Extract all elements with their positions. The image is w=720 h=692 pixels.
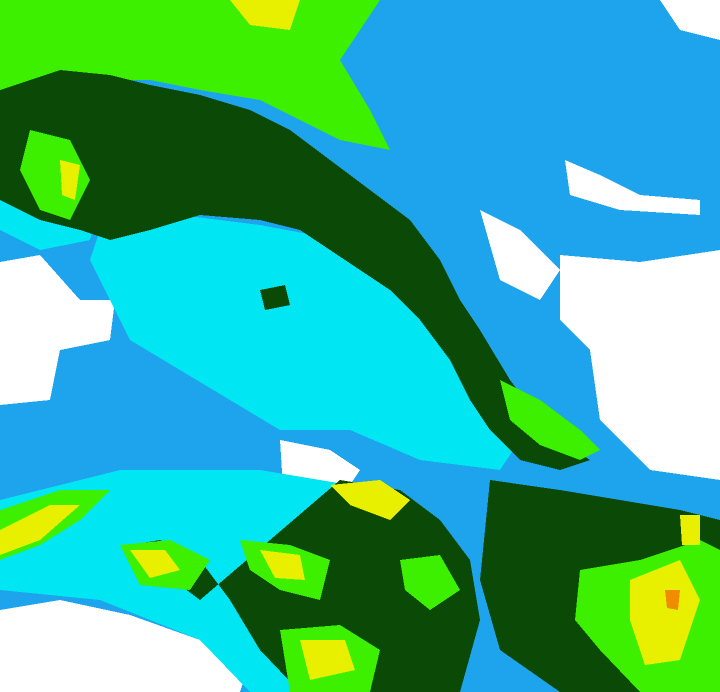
green-echo <box>500 380 600 460</box>
clear-area <box>480 210 560 300</box>
orange-echo <box>665 590 680 610</box>
yellow-echo <box>60 160 80 200</box>
yellow-echo <box>230 0 300 30</box>
yellow-echo <box>630 560 700 665</box>
cyan-echo <box>90 215 520 470</box>
yellow-echo <box>130 550 180 578</box>
dark-green-echo <box>260 285 290 310</box>
green-echo <box>0 0 390 150</box>
clear-area <box>560 250 720 480</box>
yellow-echo <box>260 550 305 580</box>
green-echo <box>400 555 460 610</box>
yellow-echo <box>330 480 410 520</box>
clear-area <box>0 600 250 692</box>
dark-green-echo <box>0 70 590 470</box>
clear-area <box>565 160 700 215</box>
clear-area <box>660 0 720 40</box>
yellow-echo <box>0 505 80 555</box>
yellow-echo <box>300 640 355 680</box>
clear-area <box>0 255 115 405</box>
yellow-echo <box>680 515 700 545</box>
